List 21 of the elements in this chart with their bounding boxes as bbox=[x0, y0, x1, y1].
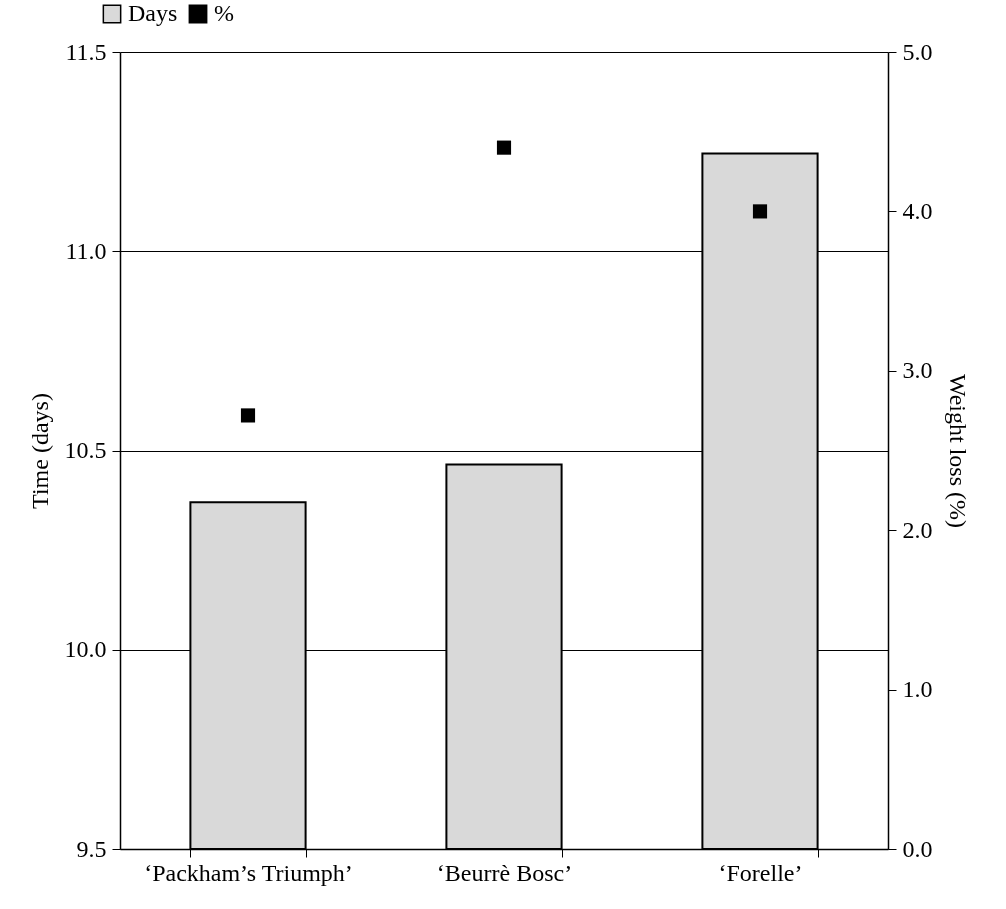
y2-tick-label: 1.0 bbox=[902, 676, 933, 703]
y2-tick-label: 3.0 bbox=[902, 357, 933, 384]
y2-axis-title: Weight loss (%) bbox=[944, 373, 971, 529]
y-tick-label: 11.0 bbox=[65, 237, 107, 264]
y-tick-label: 11.5 bbox=[65, 38, 107, 65]
y2-tick-label: 0.0 bbox=[902, 835, 933, 862]
legend-label: % bbox=[214, 0, 234, 26]
point bbox=[496, 140, 512, 155]
x-tick-label: ‘Packham’s Triumph’ bbox=[144, 859, 353, 886]
x-tick-label: ‘Forelle’ bbox=[718, 859, 803, 886]
point bbox=[240, 408, 256, 423]
point bbox=[752, 204, 768, 219]
y-tick-label: 9.5 bbox=[76, 835, 107, 862]
y-tick-label: 10.5 bbox=[64, 437, 107, 463]
legend-label: Days bbox=[128, 0, 178, 26]
y2-tick-label: 4.0 bbox=[902, 197, 933, 224]
y-tick-label: 10.0 bbox=[64, 636, 107, 663]
y2-tick-label: 5.0 bbox=[902, 38, 933, 65]
x-tick-label: ‘Beurrè Bosc’ bbox=[436, 859, 573, 886]
y2-tick-label: 2.0 bbox=[902, 516, 933, 543]
y-axis-title: Time (days) bbox=[26, 393, 53, 509]
